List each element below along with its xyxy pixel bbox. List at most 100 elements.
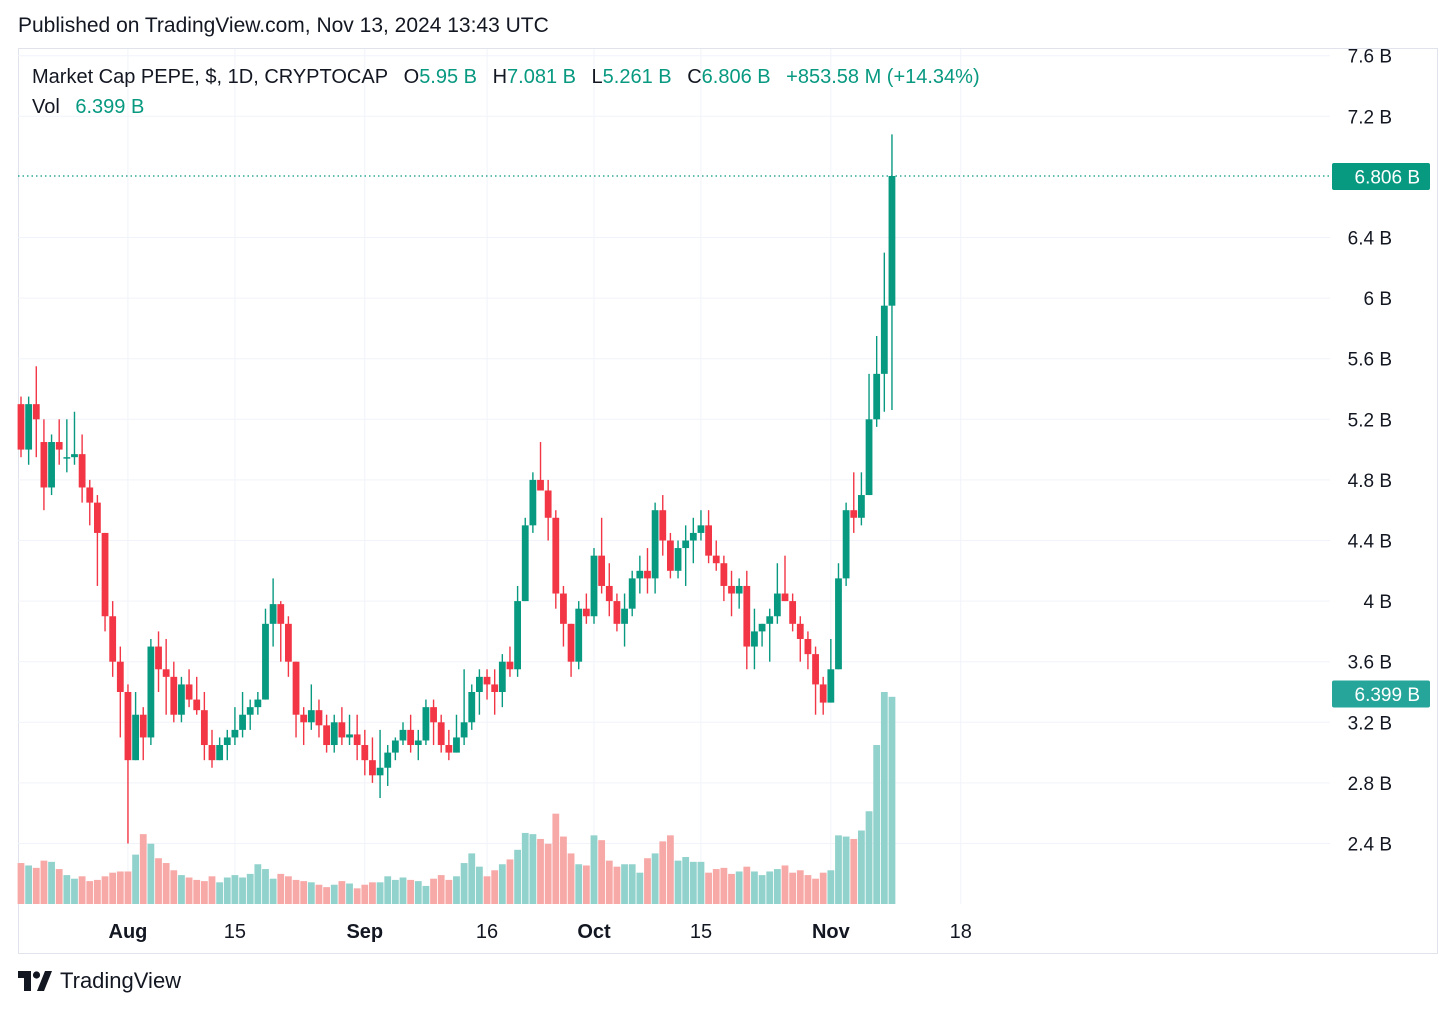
- legend-title: Market Cap PEPE, $, 1D, CRYPTOCAP: [32, 66, 389, 88]
- candle-body: [338, 722, 346, 738]
- volume-bar: [55, 869, 63, 904]
- volume-bar: [605, 860, 613, 904]
- candle-body: [139, 714, 147, 738]
- volume-bar: [285, 876, 292, 904]
- volume-bar: [25, 865, 33, 904]
- candle-body: [25, 404, 33, 450]
- legend-volume-value: 6.399 B: [75, 96, 145, 118]
- volume-bar: [796, 870, 804, 904]
- volume-bar: [101, 876, 109, 904]
- candle-body: [590, 555, 598, 617]
- volume-bar: [460, 863, 468, 904]
- y-tick-label: 5.2 B: [1348, 410, 1392, 431]
- volume-bar: [758, 875, 766, 904]
- volume-bar: [78, 876, 86, 904]
- volume-bar: [40, 860, 48, 904]
- volume-bar: [300, 881, 308, 904]
- candle-body: [55, 442, 63, 450]
- volume-bar: [880, 692, 888, 904]
- candle-body: [48, 442, 55, 488]
- candle-body: [758, 623, 766, 632]
- x-tick-label: 18: [950, 921, 972, 943]
- candle-body: [193, 699, 201, 711]
- volume-bar: [483, 876, 491, 904]
- last-price-label: 6.806 B: [1355, 167, 1421, 188]
- volume-bar: [239, 877, 246, 904]
- candle-body: [865, 419, 873, 496]
- volume-bar: [552, 813, 560, 904]
- legend-close-value: 6.806 B: [701, 66, 771, 88]
- candle-body: [766, 616, 774, 624]
- volume-bar: [537, 838, 544, 904]
- candle-body: [705, 525, 712, 556]
- candle-body: [376, 767, 384, 776]
- y-tick-label: 7.2 B: [1348, 107, 1392, 128]
- volume-bar: [773, 869, 781, 904]
- volume-bar: [819, 872, 827, 904]
- volume-bar: [162, 863, 170, 904]
- candle-body: [231, 729, 239, 738]
- candle-body: [63, 457, 71, 459]
- volume-bar: [445, 879, 453, 904]
- candle-body: [285, 623, 292, 662]
- volume-bar: [262, 869, 269, 904]
- candle-body: [804, 638, 812, 655]
- candle-body: [414, 740, 422, 746]
- volume-bar: [86, 881, 94, 904]
- x-tick-label: 15: [224, 921, 246, 943]
- volume-bar: [407, 879, 415, 904]
- candle-body: [712, 555, 720, 564]
- candle-body: [292, 661, 300, 715]
- candle-body: [361, 745, 369, 761]
- volume-bar: [827, 870, 835, 904]
- volume-bar: [858, 830, 865, 904]
- volume-bar: [521, 832, 529, 904]
- volume-bar: [323, 887, 330, 904]
- candle-body: [185, 684, 193, 700]
- volume-bar: [743, 866, 751, 904]
- volume-bar: [529, 834, 537, 904]
- volume-bar: [216, 882, 224, 904]
- volume-bar: [132, 854, 139, 904]
- candle-body: [506, 661, 514, 670]
- volume-bar: [391, 879, 399, 904]
- volume-bar: [544, 843, 552, 904]
- volume-bar: [422, 885, 430, 904]
- candle-body: [32, 404, 40, 420]
- volume-bar: [582, 865, 590, 904]
- candle-body: [254, 699, 262, 708]
- y-tick-label: 4.4 B: [1348, 532, 1392, 553]
- candle-body: [498, 661, 506, 692]
- volume-bar: [231, 875, 239, 904]
- tradingview-logo-icon: [18, 971, 52, 991]
- volume-bar: [399, 877, 407, 904]
- candle-body: [315, 710, 323, 726]
- candle-body: [407, 729, 415, 746]
- candle-body: [697, 525, 705, 533]
- volume-bar: [254, 864, 262, 904]
- volume-bar: [498, 864, 506, 904]
- candle-body: [773, 593, 781, 617]
- candle-body: [262, 623, 269, 700]
- candle-body: [735, 585, 743, 594]
- last-volume-tag: [1332, 680, 1430, 708]
- x-tick-label: 15: [690, 921, 712, 943]
- brand[interactable]: TradingView: [18, 968, 181, 994]
- candle-body: [307, 710, 315, 723]
- candle-body: [682, 540, 690, 549]
- legend-open-label: O: [403, 66, 420, 88]
- x-tick-label: 16: [476, 921, 498, 943]
- y-tick-label: 6 B: [1363, 289, 1392, 310]
- chart-frame[interactable]: [18, 48, 1438, 954]
- candle-body: [300, 714, 308, 723]
- volume-bar: [193, 879, 201, 904]
- legend-volume-label: Vol: [32, 96, 60, 118]
- volume-bar: [781, 865, 789, 904]
- candle-body: [873, 373, 881, 420]
- candle-body: [858, 495, 865, 518]
- candle-body: [216, 745, 224, 761]
- candle-body: [223, 737, 231, 746]
- volume-bar: [567, 853, 575, 904]
- candle-body: [78, 454, 86, 488]
